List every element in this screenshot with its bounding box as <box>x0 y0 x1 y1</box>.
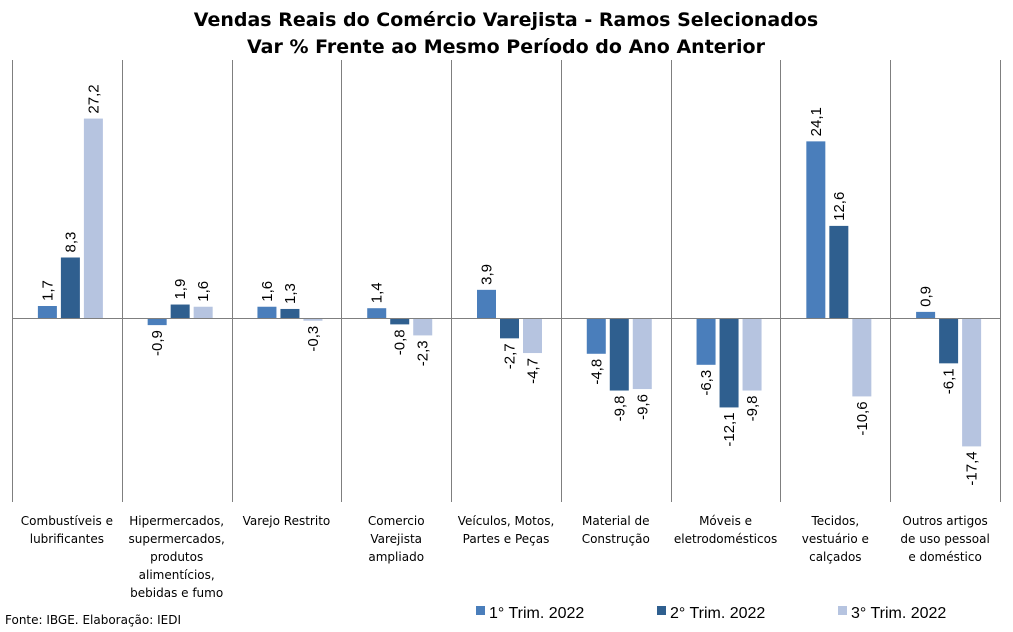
data-label: -6,3 <box>698 370 715 396</box>
data-label: 27,2 <box>85 84 102 113</box>
category-label: Tecidos, <box>811 514 860 528</box>
data-label: -17,4 <box>964 451 981 485</box>
category-label: alimentícios, <box>139 568 215 582</box>
data-label: 1,6 <box>195 281 212 302</box>
data-label: -12,1 <box>721 412 738 446</box>
bar <box>147 318 167 326</box>
plot-area: 1,7 8,3 27,2 Combustíveis e lubrificantes -0,… <box>12 60 1001 600</box>
source-note: Fonte: IBGE. Elaboração: IEDI <box>5 613 181 627</box>
data-label: 3,9 <box>479 264 496 285</box>
category-label: Partes e Peças <box>463 532 550 546</box>
bar <box>83 118 103 319</box>
data-label: -9,6 <box>634 394 651 420</box>
legend-swatch <box>838 606 847 615</box>
data-label: 1,4 <box>369 282 386 303</box>
data-label: -6,1 <box>941 368 958 394</box>
bar <box>193 306 213 319</box>
category-label: bebidas e fumo <box>130 586 223 600</box>
bar <box>257 306 277 319</box>
bar <box>829 225 849 319</box>
data-label: -4,7 <box>525 358 542 384</box>
bar <box>37 306 57 319</box>
category-label: Combustíveis e <box>21 514 113 528</box>
bar <box>719 318 739 408</box>
chart-title-line-2: Var % Frente ao Mesmo Período do Ano Ant… <box>247 36 766 58</box>
data-label: -0,9 <box>149 330 166 356</box>
category-label: supermercados, <box>129 532 225 546</box>
bar <box>367 308 387 319</box>
data-label: 0,9 <box>918 286 935 307</box>
legend-label: 2° Trim. 2022 <box>670 605 765 622</box>
data-label: 24,1 <box>808 107 825 136</box>
data-label: -9,8 <box>744 396 761 422</box>
category-label: Varejista <box>370 532 422 546</box>
category-label: e doméstico <box>908 550 981 564</box>
category-label: Outros artigos <box>902 514 987 528</box>
bar <box>500 318 519 339</box>
bar <box>742 318 762 391</box>
category-label: Veículos, Motos, <box>458 514 555 528</box>
bar <box>632 318 652 390</box>
data-label: 1,9 <box>172 279 189 300</box>
data-label: 1,7 <box>39 280 56 301</box>
category-label: eletrodomésticos <box>674 532 777 546</box>
data-label: -0,8 <box>392 329 409 355</box>
legend-swatch <box>657 606 666 615</box>
bar <box>962 318 982 447</box>
bar <box>939 318 959 364</box>
bar <box>60 257 80 319</box>
legend-label: 1° Trim. 2022 <box>489 605 584 622</box>
bar <box>477 289 496 319</box>
data-label: 1,3 <box>282 283 299 304</box>
category-label: calçados <box>809 550 861 564</box>
data-label: -9,8 <box>611 396 628 422</box>
legend-label: 3° Trim. 2022 <box>851 605 946 622</box>
category-label: Comercio <box>368 514 425 528</box>
bar <box>806 141 826 319</box>
category-label: lubrificantes <box>30 532 104 546</box>
legend-swatch <box>476 606 485 615</box>
chart-title: Vendas Reais do Comércio Varejista - Ram… <box>194 9 818 58</box>
legend: 1° Trim. 2022 2° Trim. 2022 3° Trim. 2022 <box>476 605 946 622</box>
category-label: produtos <box>150 550 203 564</box>
category-label: Varejo Restrito <box>243 514 331 528</box>
bar <box>170 304 190 319</box>
category-label: Material de <box>582 514 650 528</box>
data-label: 8,3 <box>62 232 79 253</box>
category-label: Construção <box>582 532 650 546</box>
bar <box>696 318 716 365</box>
data-label: 12,6 <box>831 192 848 221</box>
bar <box>609 318 629 391</box>
bar <box>280 308 300 319</box>
bar <box>916 311 936 319</box>
category-label: ampliado <box>368 550 424 564</box>
data-label: -2,3 <box>415 340 432 366</box>
category-label: Móveis e <box>699 514 752 528</box>
data-label: -0,3 <box>305 326 322 352</box>
bar <box>523 318 542 354</box>
data-label: -10,6 <box>854 401 871 435</box>
chart-title-line-1: Vendas Reais do Comércio Varejista - Ram… <box>194 9 818 31</box>
bar <box>852 318 872 397</box>
data-label: 1,6 <box>259 281 276 302</box>
category-label: vestuário e <box>802 532 869 546</box>
bar <box>586 318 606 354</box>
data-label: -4,8 <box>588 359 605 385</box>
bar <box>303 318 323 321</box>
category-label: Hipermercados, <box>129 514 224 528</box>
bar <box>413 318 433 336</box>
bar <box>390 318 410 325</box>
category-label: de uso pessoal <box>900 532 989 546</box>
data-label: -2,7 <box>502 343 519 369</box>
